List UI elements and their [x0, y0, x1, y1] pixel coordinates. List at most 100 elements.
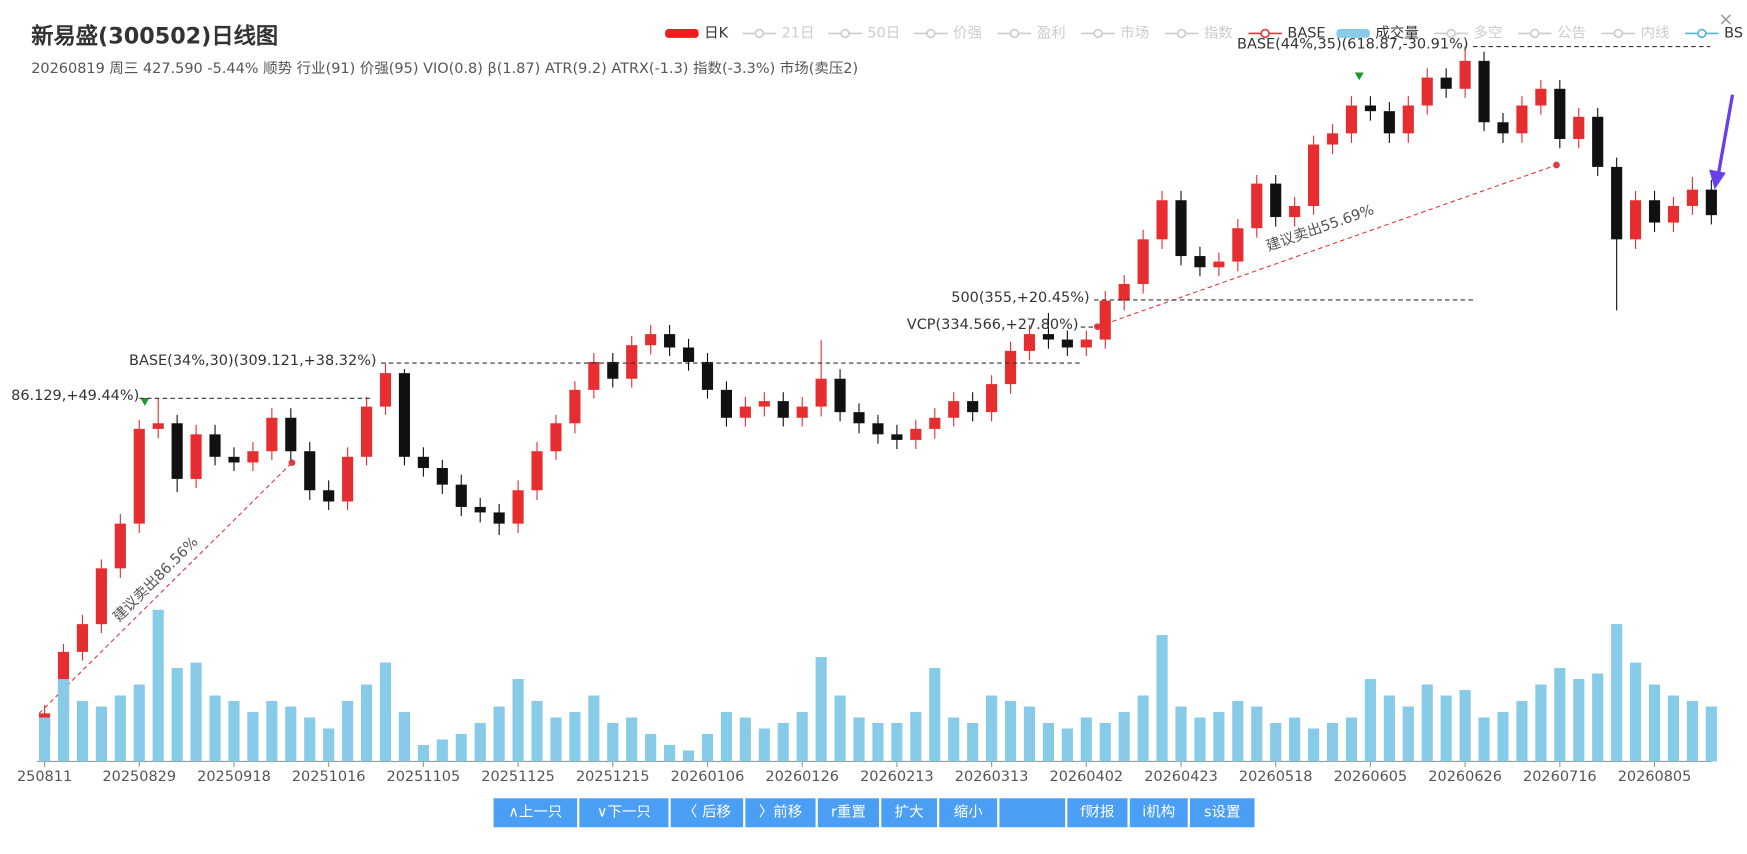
legend-label[interactable]: 50日 [867, 25, 900, 41]
button-label[interactable]: r重置 [831, 804, 866, 821]
candle-body [720, 389, 733, 418]
volume-bar [720, 712, 733, 762]
volume-bar [853, 717, 865, 762]
volume-bar [379, 662, 392, 762]
legend-label[interactable]: 公告 [1557, 24, 1586, 41]
button-label[interactable]: 〉前移 [759, 804, 802, 821]
legend-label[interactable]: 日K [704, 25, 728, 41]
volume-bar [304, 717, 316, 762]
button[interactable] [999, 798, 1066, 828]
volume-bar [1364, 679, 1376, 762]
sell-line [38, 462, 293, 714]
volume-bar [1061, 728, 1073, 762]
volume-bar [285, 706, 297, 762]
candle-body [1137, 239, 1149, 284]
volume-bar [247, 712, 259, 762]
candle-body [645, 334, 657, 346]
candle-body [588, 361, 600, 390]
button[interactable] [1129, 798, 1188, 828]
button-label[interactable]: ∧上一只 [508, 804, 562, 821]
button[interactable] [579, 798, 669, 828]
volume-bar [834, 695, 846, 762]
volume-bar [1289, 717, 1301, 762]
candle-body [1667, 205, 1680, 223]
volume-bar [190, 662, 202, 762]
volume-bar [682, 750, 695, 762]
button[interactable] [745, 798, 816, 828]
volume-bar [455, 733, 467, 762]
volume-bar [607, 723, 619, 762]
button-label[interactable]: 〈 后移 [683, 804, 731, 821]
volume-bar [323, 728, 335, 762]
x-tick-label: 250811 [17, 769, 72, 785]
candle-body [967, 401, 979, 413]
legend-label[interactable]: 市场 [1120, 24, 1149, 41]
arrow-head [1709, 169, 1726, 190]
candle-body [1573, 116, 1585, 139]
volume-bar [417, 744, 429, 762]
volume-bar [38, 717, 51, 762]
volume-bar [777, 723, 789, 762]
close-button[interactable]: × [1718, 9, 1733, 30]
legend-icon [840, 28, 850, 39]
button-label[interactable]: 扩大 [895, 804, 924, 821]
legend-label[interactable]: 21日 [782, 25, 815, 41]
candle-body [1383, 111, 1395, 134]
volume-bar [910, 712, 922, 762]
candle-body [1289, 205, 1301, 218]
legend-label[interactable]: 指数 [1204, 24, 1233, 41]
button[interactable] [493, 798, 578, 828]
volume-bar [739, 717, 751, 762]
candle-body [1630, 200, 1642, 240]
button[interactable] [1067, 798, 1128, 828]
button-label[interactable]: ∨下一只 [597, 805, 651, 821]
legend-label[interactable]: 盈利 [1037, 24, 1066, 41]
legend-label[interactable]: 成交量 [1375, 23, 1418, 41]
volume-bar [986, 695, 998, 762]
candle-body [853, 412, 865, 424]
button[interactable] [881, 798, 938, 828]
candle-body [1118, 283, 1130, 301]
volume-bar [626, 717, 638, 762]
volume-bar [342, 701, 354, 762]
sell-line [1097, 164, 1557, 328]
candle-body [1592, 116, 1604, 167]
candle-body [436, 467, 448, 485]
candle-body [739, 406, 751, 418]
volume-bar [1383, 695, 1395, 762]
x-tick-label: 20250829 [102, 769, 176, 785]
candle-body [1478, 60, 1490, 123]
candle-body [1251, 183, 1263, 229]
legend-icon [1336, 28, 1370, 38]
candle-body [1459, 60, 1471, 89]
button-label[interactable]: 缩小 [954, 804, 983, 821]
button-label[interactable]: s设置 [1204, 804, 1240, 821]
legend-label[interactable]: 内线 [1641, 24, 1670, 41]
candle-body [1156, 200, 1168, 240]
legend-label[interactable]: BS [1724, 25, 1743, 41]
x-tick-label: 20260423 [1144, 769, 1218, 785]
chart-title: 新易盛(300502)日线图 [31, 22, 278, 49]
volume-bar [948, 717, 960, 762]
button-label[interactable]: f财报 [1080, 804, 1114, 821]
button[interactable] [939, 798, 998, 828]
button-label[interactable]: i机构 [1142, 804, 1175, 821]
legend-icon [1697, 28, 1707, 39]
candle-body [266, 417, 278, 452]
volume-bar [95, 706, 107, 762]
button[interactable] [1189, 798, 1255, 828]
annotation-label: 500(355,+20.45%) [951, 290, 1089, 306]
button[interactable] [817, 798, 880, 828]
candle-body [796, 406, 808, 418]
candle-body [512, 490, 524, 524]
volume-bar [1004, 701, 1017, 762]
volume-bar [1270, 723, 1282, 762]
volume-bar [967, 723, 979, 762]
legend-label[interactable]: 价强 [953, 25, 982, 41]
legend-label[interactable]: 多空 [1473, 24, 1502, 41]
candle-body [190, 434, 202, 479]
candle-body [758, 401, 770, 407]
button[interactable] [670, 798, 744, 828]
legend-label[interactable]: BASE [1287, 25, 1325, 41]
